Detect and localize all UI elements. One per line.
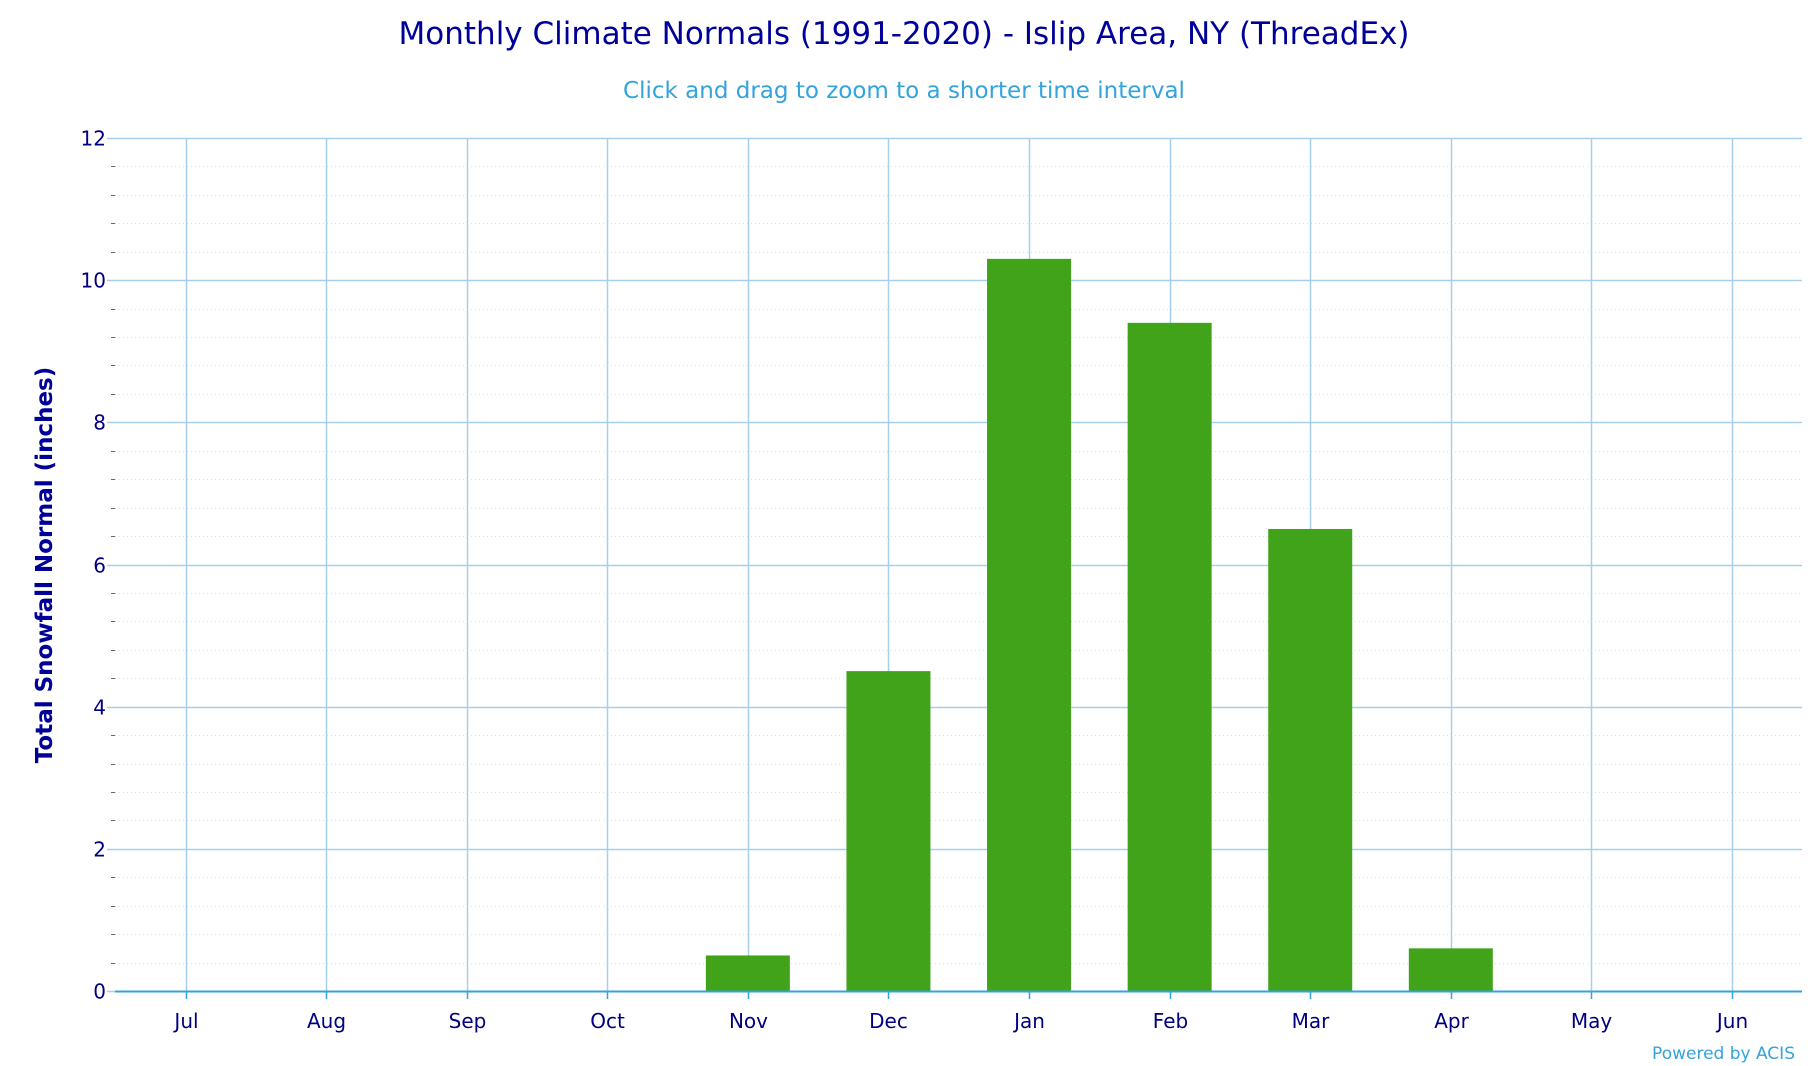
y-tick-label: 0 (93, 980, 106, 1004)
x-tick-label: Sep (449, 1009, 487, 1033)
x-tick-label: Jan (1012, 1009, 1045, 1033)
x-tick-label: Apr (1434, 1009, 1469, 1033)
bar[interactable] (1127, 322, 1212, 992)
y-tick-label: 10 (81, 269, 106, 293)
y-tick-label: 2 (93, 838, 106, 862)
x-tick-label: Jun (1715, 1009, 1748, 1033)
y-tick-label: 6 (93, 554, 106, 578)
x-tick-label: Mar (1292, 1009, 1331, 1033)
chart-subtitle[interactable]: Click and drag to zoom to a shorter time… (623, 78, 1185, 104)
bar[interactable] (987, 258, 1072, 991)
bar[interactable] (846, 671, 931, 991)
x-tick-label: Feb (1153, 1009, 1188, 1033)
x-tick-label: Dec (869, 1009, 908, 1033)
y-tick-label: 4 (93, 696, 106, 720)
credits-link[interactable]: Powered by ACIS (1652, 1044, 1795, 1064)
y-axis-title: Total Snowfall Normal (inches) (32, 367, 58, 763)
x-axis: Jul Aug Sep Oct Nov Dec Jan Feb Mar Apr May Jun (115, 990, 1802, 1033)
bar[interactable] (1268, 528, 1353, 991)
x-tick-label: Oct (590, 1009, 625, 1033)
y-tick-label: 8 (93, 411, 106, 435)
bar-series[interactable] (705, 258, 1493, 992)
bar[interactable] (1408, 948, 1493, 991)
bar[interactable] (705, 955, 790, 991)
y-axis: 0 2 4 6 8 10 12 (81, 127, 115, 1004)
x-tick-label: Jul (172, 1009, 198, 1033)
major-grid (115, 137, 1802, 851)
chart-title: Monthly Climate Normals (1991-2020) - Is… (399, 16, 1410, 52)
y-tick-label: 12 (81, 127, 106, 151)
x-tick-label: Nov (729, 1009, 768, 1033)
x-tick-label: May (1571, 1009, 1613, 1033)
x-tick-label: Aug (307, 1009, 346, 1033)
